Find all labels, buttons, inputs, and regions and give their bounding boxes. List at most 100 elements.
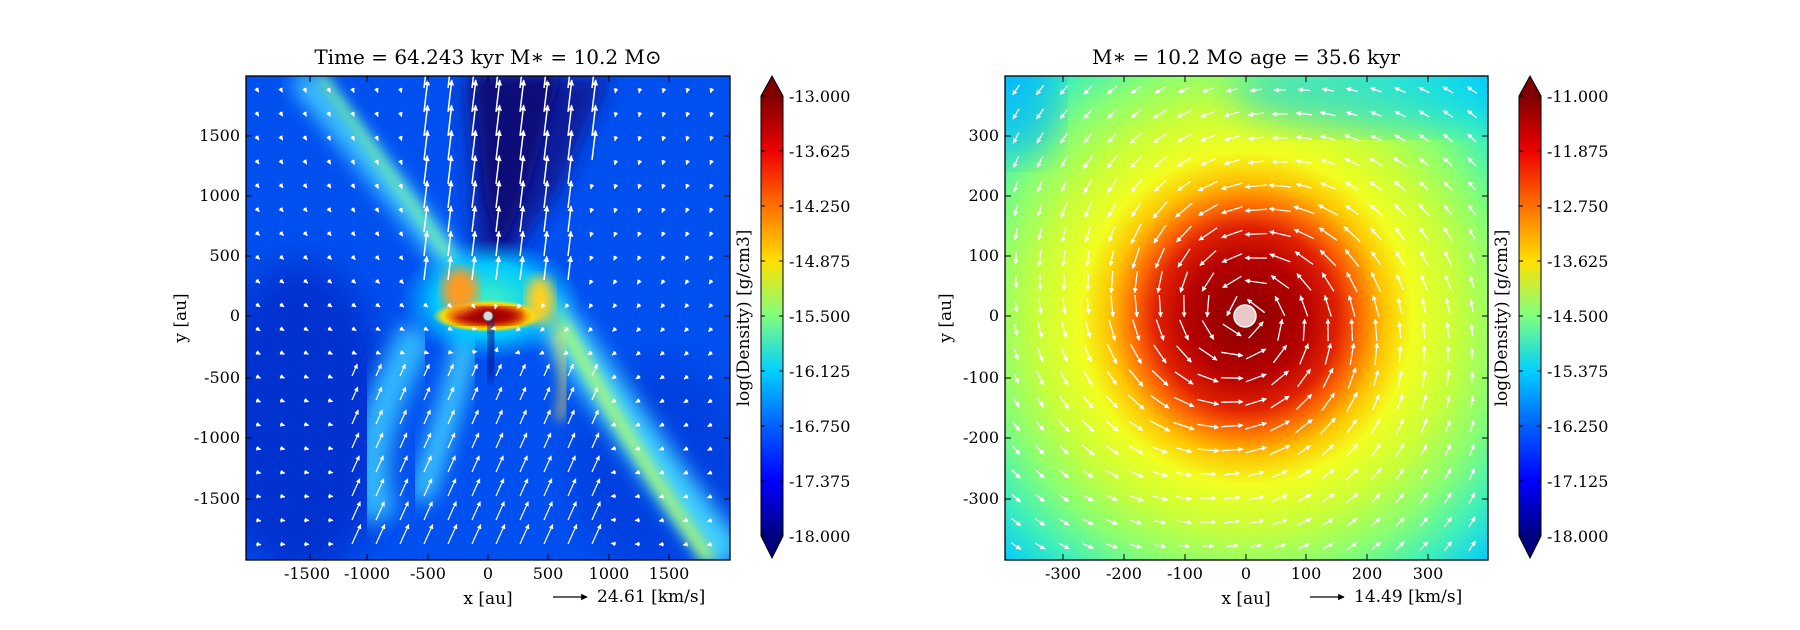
velocity-arrow	[1221, 206, 1243, 215]
velocity-arrow	[685, 111, 691, 118]
velocity-arrow	[254, 159, 260, 165]
panel-2-reference-arrow: 14.49 [km/s]	[1310, 587, 1462, 607]
velocity-arrow	[543, 230, 550, 257]
velocity-arrow	[610, 445, 617, 451]
velocity-arrow	[254, 230, 261, 236]
velocity-arrow	[1269, 444, 1291, 456]
velocity-arrow	[1299, 295, 1309, 317]
velocity-arrow	[1013, 324, 1019, 337]
velocity-arrow	[1344, 134, 1360, 142]
velocity-arrow	[351, 363, 358, 377]
velocity-arrow	[1467, 133, 1477, 143]
velocity-arrow	[1321, 392, 1335, 412]
velocity-arrow	[1060, 226, 1067, 243]
velocity-arrow	[709, 87, 715, 94]
velocity-arrow	[1058, 395, 1070, 409]
velocity-arrow	[351, 302, 357, 308]
velocity-arrow	[1469, 443, 1475, 456]
velocity-arrow	[1085, 298, 1091, 315]
panel-2-colorbar: -11.000 -11.875 -12.750 -13.625 -14.500 …	[1492, 74, 1608, 560]
velocity-arrow	[589, 231, 595, 238]
velocity-arrow	[255, 517, 262, 523]
panel-1-ytick-label: -1000	[194, 428, 240, 447]
velocity-arrow	[1106, 395, 1118, 409]
velocity-arrow	[634, 445, 641, 451]
velocity-arrow	[612, 326, 618, 332]
velocity-arrow	[1247, 135, 1264, 141]
velocity-arrow	[374, 278, 381, 284]
velocity-arrow	[1421, 393, 1428, 410]
velocity-arrow	[707, 374, 713, 380]
velocity-arrow	[634, 493, 641, 499]
panel-2-colorbar-tick: -14.500	[1547, 307, 1608, 326]
velocity-arrow	[1272, 518, 1288, 526]
velocity-arrow	[302, 159, 308, 165]
velocity-arrow	[1106, 179, 1118, 194]
velocity-arrow	[519, 180, 526, 209]
velocity-arrow	[1295, 111, 1313, 117]
velocity-arrow	[567, 386, 575, 401]
velocity-arrow	[302, 206, 308, 213]
velocity-arrow	[1371, 517, 1381, 527]
velocity-arrow	[683, 398, 689, 404]
velocity-arrow	[278, 159, 284, 165]
velocity-arrow	[423, 230, 430, 257]
velocity-arrow	[326, 230, 332, 237]
velocity-arrow	[423, 432, 432, 449]
velocity-arrow	[254, 135, 260, 141]
velocity-arrow	[683, 422, 689, 428]
velocity-arrow	[1108, 270, 1115, 294]
panel-2-reference-arrow-label: 14.49 [km/s]	[1354, 587, 1462, 607]
velocity-arrow	[1246, 298, 1266, 314]
velocity-arrow	[1395, 250, 1405, 266]
velocity-arrow	[658, 493, 665, 499]
velocity-arrow	[591, 386, 599, 401]
velocity-arrow	[447, 155, 454, 185]
velocity-arrow	[1418, 86, 1430, 94]
velocity-arrow	[327, 397, 334, 403]
velocity-arrow	[1294, 251, 1314, 265]
velocity-arrow	[519, 455, 528, 473]
velocity-arrow	[660, 279, 666, 285]
velocity-arrow	[1444, 297, 1451, 314]
velocity-arrow	[1085, 273, 1091, 291]
velocity-arrow	[375, 478, 385, 497]
velocity-arrow	[1295, 393, 1313, 411]
velocity-arrow	[1442, 110, 1454, 118]
velocity-arrow	[1271, 159, 1289, 165]
velocity-arrow	[1082, 395, 1094, 409]
velocity-arrow	[1443, 516, 1453, 528]
velocity-arrow	[1131, 247, 1141, 269]
velocity-arrow	[1467, 540, 1477, 552]
velocity-arrow	[302, 254, 309, 260]
velocity-arrow	[658, 517, 665, 523]
velocity-arrow	[588, 279, 594, 285]
velocity-arrow	[1418, 203, 1430, 217]
velocity-arrow	[1396, 297, 1403, 314]
velocity-arrow	[1154, 247, 1166, 269]
velocity-arrow	[423, 363, 430, 377]
velocity-arrow	[279, 493, 286, 499]
velocity-arrow	[1222, 275, 1242, 289]
velocity-arrow	[613, 135, 619, 142]
velocity-arrow	[1197, 204, 1218, 216]
velocity-arrow	[302, 183, 308, 189]
panel-1-xtick-label: -1000	[344, 564, 390, 583]
velocity-arrow	[567, 455, 576, 473]
velocity-arrow	[1197, 180, 1219, 192]
velocity-arrow	[635, 422, 641, 427]
panel-2-colorbar-tick: -11.000	[1547, 87, 1608, 106]
velocity-arrow	[1128, 445, 1144, 455]
velocity-arrow	[1249, 87, 1262, 93]
velocity-arrow	[303, 350, 309, 355]
velocity-arrow	[1373, 369, 1380, 386]
velocity-arrow	[303, 493, 310, 499]
velocity-arrow	[1197, 373, 1219, 383]
velocity-arrow	[495, 478, 505, 497]
velocity-arrow	[279, 541, 286, 547]
velocity-arrow	[1060, 202, 1068, 218]
velocity-arrow	[447, 363, 454, 377]
velocity-arrow	[399, 326, 405, 332]
velocity-arrow	[399, 363, 406, 377]
velocity-arrow	[255, 541, 262, 547]
